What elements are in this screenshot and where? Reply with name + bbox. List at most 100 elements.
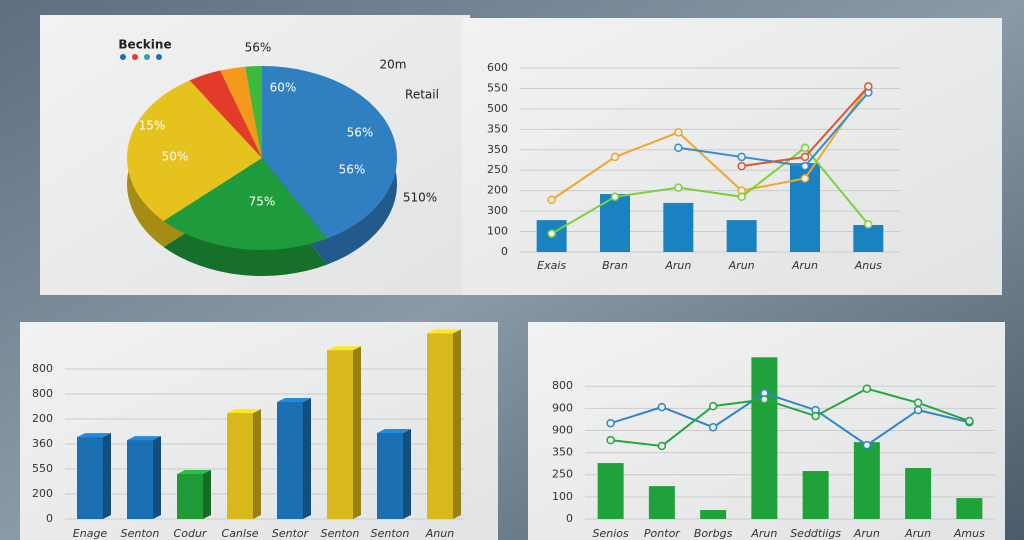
- line: [551, 85, 870, 201]
- bar-top: [427, 329, 461, 334]
- y-tick-label: 360: [32, 437, 53, 450]
- line-marker: [610, 152, 620, 162]
- legend-title: Beckine: [118, 38, 171, 52]
- y-tick-label: 250: [552, 468, 573, 481]
- line: [551, 146, 870, 235]
- y-tick-label: 500: [487, 102, 508, 115]
- annotation: 56%: [339, 163, 366, 177]
- line-marker: [965, 416, 974, 426]
- annotation: 15%: [139, 119, 166, 133]
- x-tick-label: Senton: [121, 527, 160, 540]
- line-marker: [800, 174, 810, 183]
- line-marker: [674, 143, 683, 152]
- bar: [327, 350, 353, 519]
- y-tick-label: 300: [487, 204, 508, 217]
- y-tick-label: 900: [552, 401, 573, 414]
- x-tick-label: Bran: [602, 259, 628, 272]
- y-tick-label: 200: [32, 487, 53, 500]
- line: [610, 387, 970, 447]
- annotation: Retail: [405, 88, 439, 102]
- bar: [597, 463, 624, 519]
- pie-slice: [245, 66, 262, 158]
- bar: [177, 474, 203, 519]
- bar: [648, 486, 675, 519]
- y-tick-label: 550: [32, 462, 53, 475]
- bar: [853, 442, 880, 519]
- bar-side: [453, 329, 461, 519]
- legend-dot: [132, 54, 138, 60]
- pie-slice: [163, 158, 328, 251]
- y-tick-label: 0: [566, 512, 573, 525]
- annotation: 510%: [403, 191, 437, 205]
- y-tick-label: 350: [487, 122, 508, 135]
- x-tick-label: Arun: [664, 259, 691, 272]
- line-marker: [708, 401, 718, 411]
- y-tick-label: 550: [487, 81, 508, 94]
- line-marker: [800, 152, 810, 162]
- annotation: 20m: [380, 58, 407, 72]
- line-marker: [862, 440, 872, 450]
- x-tick-label: Arun: [750, 527, 777, 540]
- pie-slice: [262, 66, 398, 239]
- x-tick-label: Sentor: [272, 527, 310, 540]
- line-marker: [606, 418, 615, 428]
- line-marker: [862, 384, 872, 393]
- y-tick-label: 200: [32, 412, 53, 425]
- y-tick-label: 200: [487, 184, 508, 197]
- line-marker: [864, 82, 873, 91]
- bar-top: [127, 436, 161, 441]
- bar-side: [153, 436, 161, 519]
- line-marker: [913, 398, 923, 408]
- line-marker: [800, 161, 810, 171]
- line: [610, 392, 970, 447]
- y-tick-label: 800: [32, 362, 53, 375]
- y-tick-label: 100: [487, 225, 508, 238]
- line-marker: [913, 405, 923, 415]
- y-tick-label: 0: [46, 512, 53, 525]
- x-tick-label: Anun: [425, 527, 454, 540]
- bar-side: [103, 433, 111, 519]
- bar: [77, 437, 103, 519]
- bar-top: [177, 470, 211, 474]
- y-tick-label: 800: [552, 379, 573, 392]
- bar: [427, 333, 453, 519]
- legend-dot: [156, 54, 162, 60]
- y-tick-label: 100: [552, 490, 573, 503]
- x-tick-label: Codur: [174, 527, 208, 540]
- line-marker: [547, 229, 556, 238]
- line-marker: [674, 183, 683, 192]
- line-marker: [657, 402, 667, 412]
- bar: [905, 468, 932, 519]
- bar: [726, 220, 757, 252]
- y-tick-label: 350: [487, 143, 508, 156]
- bar-side: [253, 409, 261, 519]
- bar: [377, 432, 403, 519]
- annotation: 56%: [245, 41, 272, 55]
- annotation: 56%: [347, 126, 374, 140]
- y-tick-label: 800: [32, 387, 53, 400]
- bar: [956, 498, 983, 519]
- pie-slice: [189, 70, 262, 158]
- x-tick-label: Arun: [791, 259, 818, 272]
- bar: [700, 510, 727, 519]
- x-tick-label: Canlse: [222, 527, 259, 540]
- bar-side: [403, 428, 411, 519]
- line-marker: [864, 220, 873, 229]
- x-tick-label: Arun: [904, 527, 931, 540]
- bar-top: [227, 409, 261, 414]
- x-tick-label: Senton: [321, 527, 360, 540]
- bar: [853, 225, 884, 252]
- line-marker: [737, 152, 746, 162]
- bar: [127, 440, 153, 519]
- y-tick-label: 350: [552, 446, 573, 459]
- annotation: 50%: [162, 150, 189, 164]
- legend-dot: [120, 54, 126, 60]
- annotation: 60%: [270, 81, 297, 95]
- legend-dot: [144, 54, 150, 60]
- x-tick-label: Senton: [371, 527, 410, 540]
- line-marker: [811, 411, 820, 421]
- line-marker: [657, 441, 667, 451]
- bar-side: [353, 346, 361, 519]
